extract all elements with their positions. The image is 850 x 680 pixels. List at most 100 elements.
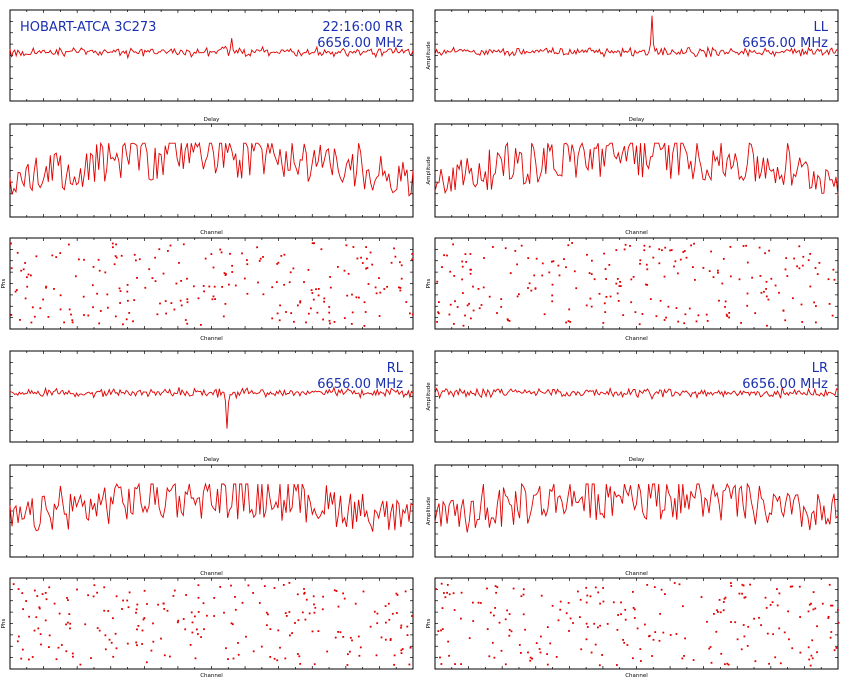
- phase-point: [162, 602, 165, 605]
- phase-point: [228, 283, 230, 286]
- phase-point: [615, 249, 618, 251]
- phase-point: [400, 277, 403, 280]
- phase-point: [658, 262, 661, 265]
- phase-point: [393, 247, 395, 250]
- phase-point: [640, 660, 642, 662]
- phase-point: [45, 286, 47, 289]
- phase-point: [534, 287, 537, 290]
- phase-point: [400, 264, 403, 267]
- phase-point: [594, 643, 597, 646]
- phase-point: [585, 638, 588, 641]
- x-axis-label: Channel: [200, 571, 223, 577]
- phase-point: [119, 290, 122, 292]
- phase-point: [22, 268, 25, 271]
- phase-point: [307, 269, 310, 271]
- phase-point: [267, 613, 269, 616]
- phase-point: [496, 312, 498, 314]
- phase-point: [765, 295, 768, 298]
- phase-point: [702, 267, 705, 269]
- phase-point: [504, 247, 507, 250]
- phase-point: [313, 663, 316, 666]
- phase-point: [133, 299, 136, 301]
- phase-point: [96, 627, 99, 629]
- phase-point: [92, 595, 95, 598]
- phase-point: [55, 658, 58, 661]
- phase-point: [387, 602, 390, 605]
- phase-point: [312, 298, 315, 301]
- phase-point: [452, 592, 455, 595]
- phase-point: [246, 263, 249, 266]
- phase-point: [182, 243, 185, 246]
- phase-point: [590, 305, 593, 308]
- phase-point: [437, 630, 440, 632]
- phase-point: [33, 315, 36, 318]
- phase-point: [812, 591, 815, 593]
- phase-point: [529, 659, 532, 662]
- phase-point: [776, 604, 779, 607]
- phase-point: [660, 588, 663, 591]
- phase-point: [163, 608, 166, 610]
- phase-point: [810, 654, 813, 657]
- phase-point: [468, 302, 470, 305]
- phase-point: [619, 285, 622, 287]
- phase-point: [172, 595, 175, 597]
- phase-point: [213, 285, 216, 288]
- phase-point: [573, 270, 576, 273]
- x-axis-label: Channel: [625, 230, 648, 236]
- phase-point: [351, 311, 354, 314]
- phase-point: [494, 607, 496, 609]
- phase-point: [103, 586, 106, 589]
- phase-point: [693, 242, 695, 245]
- phase-point: [663, 275, 666, 278]
- phase-point: [299, 300, 302, 303]
- phase-point: [271, 317, 274, 320]
- phase-point: [293, 320, 295, 323]
- phase-point: [664, 246, 667, 249]
- phase-point: [384, 638, 387, 641]
- phase-point: [135, 608, 138, 611]
- phase-point: [262, 293, 265, 296]
- phase-point: [202, 602, 205, 605]
- phase-point: [454, 300, 456, 303]
- phase-point: [715, 630, 718, 633]
- phase-point: [639, 262, 641, 265]
- phase-point: [136, 603, 139, 606]
- phase-point: [520, 652, 522, 654]
- phase-point: [786, 275, 789, 277]
- phase-point: [45, 598, 48, 601]
- phase-point: [87, 314, 90, 317]
- phase-point: [633, 617, 636, 619]
- phase-point: [609, 295, 612, 298]
- phase-point: [801, 264, 804, 267]
- phase-point: [652, 638, 655, 641]
- phase-point: [724, 663, 726, 666]
- phase-point: [284, 612, 287, 614]
- phase-point: [496, 586, 499, 589]
- phase-point: [367, 283, 370, 285]
- phase-point: [328, 306, 331, 308]
- phase-point: [645, 283, 647, 286]
- phase-point: [312, 595, 315, 598]
- phase-point: [440, 629, 442, 632]
- phase-point: [33, 629, 36, 632]
- phase-point: [677, 320, 680, 323]
- phase-point: [506, 609, 508, 612]
- phase-point: [638, 323, 641, 326]
- phase-point: [767, 298, 770, 301]
- phase-point: [232, 657, 235, 660]
- x-axis-label: Channel: [200, 673, 223, 679]
- phase-point: [740, 322, 742, 324]
- phase-point: [568, 630, 570, 632]
- phase-point: [579, 616, 581, 618]
- phase-point: [533, 274, 536, 277]
- phase-point: [567, 244, 570, 247]
- phase-point: [527, 257, 530, 259]
- phase-point: [648, 635, 650, 638]
- phase-point: [351, 293, 353, 296]
- phase-point: [315, 288, 317, 291]
- phase-point: [641, 313, 644, 315]
- phase-point: [439, 656, 441, 659]
- phase-point: [738, 278, 741, 281]
- phase-point: [827, 615, 830, 618]
